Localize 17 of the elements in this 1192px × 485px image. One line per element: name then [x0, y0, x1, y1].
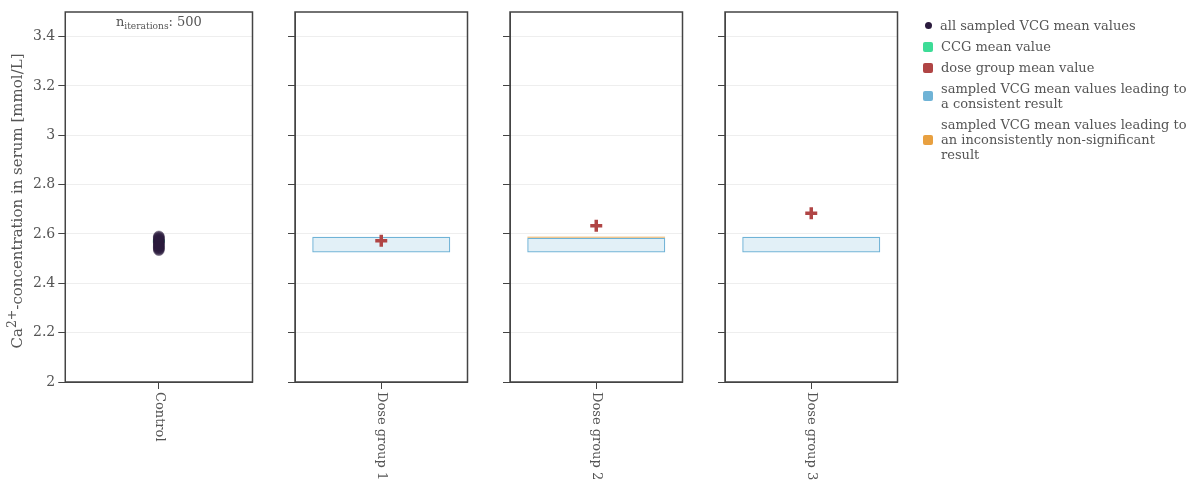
y-tick-label: 3.2 — [33, 76, 56, 93]
legend-label: sampled VCG mean values leading to a consistent result — [941, 81, 1188, 111]
y-tick-label: 2.8 — [33, 175, 56, 192]
legend-label: dose group mean value — [941, 60, 1096, 75]
x-tick-label: Control — [152, 392, 168, 442]
y-tick-label: 3 — [46, 125, 56, 142]
y-tick-label: 2.4 — [33, 273, 56, 290]
legend-label: all sampled VCG mean values — [940, 18, 1137, 33]
x-tick-label: Dose group 1 — [374, 392, 390, 481]
legend-label: sampled VCG mean values leading to an inconsistently non-significant result — [941, 117, 1188, 162]
y-tick-label: 2.6 — [33, 224, 56, 241]
x-tick-label: Dose group 2 — [589, 392, 605, 481]
y-tick-label: 2 — [46, 372, 56, 389]
legend-label: CCG mean value — [941, 39, 1052, 54]
y-tick-label: 2.2 — [33, 323, 56, 340]
x-tick-label: Dose group 3 — [804, 392, 820, 481]
y-tick-label: 3.4 — [33, 27, 56, 44]
